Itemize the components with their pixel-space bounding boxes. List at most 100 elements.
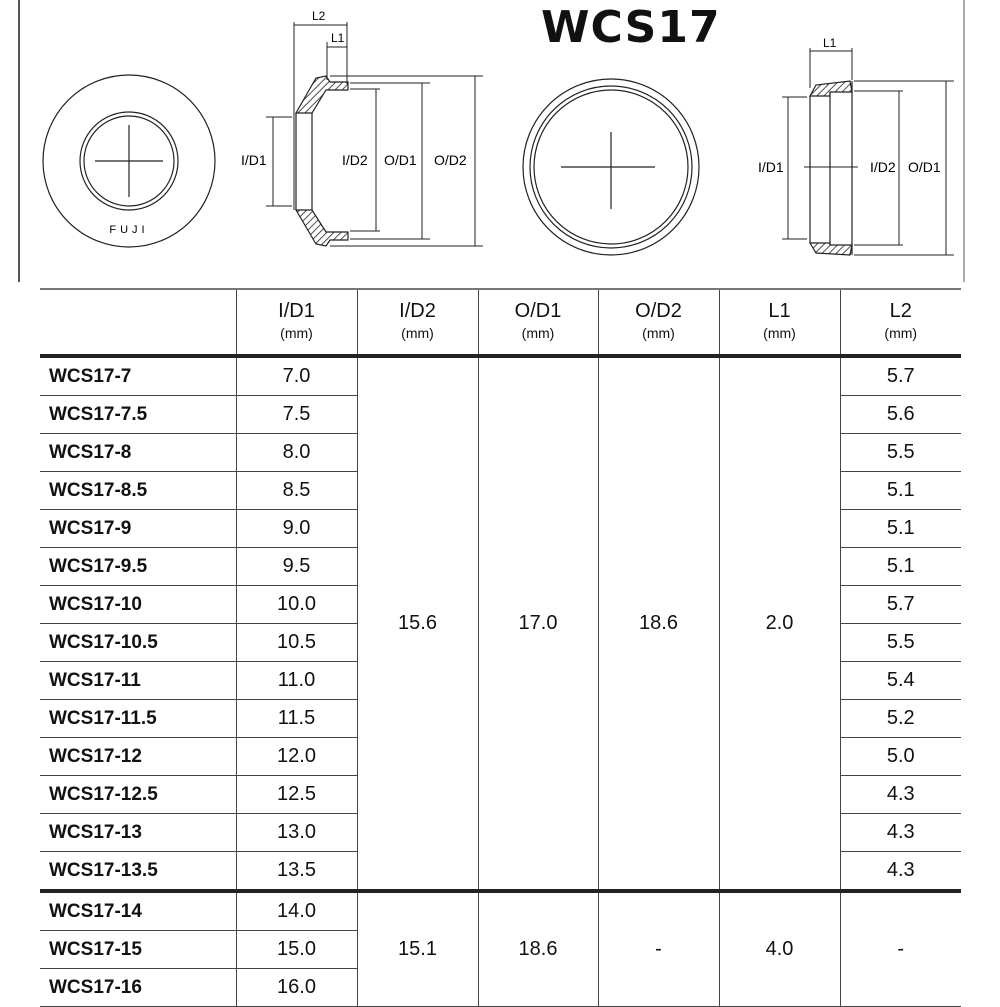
l2-cell: 5.4 xyxy=(839,661,961,700)
l2-cell: - xyxy=(839,889,961,1007)
label-od1: O/D1 xyxy=(384,152,417,168)
id1-cell: 7.5 xyxy=(235,395,358,434)
label-id1: I/D1 xyxy=(241,152,267,168)
column-header xyxy=(40,288,237,358)
table-row: WCS17-8.5 8.5 5.1 xyxy=(40,471,961,510)
label-id2-right: I/D2 xyxy=(870,159,896,175)
id1-cell: 11.0 xyxy=(235,661,358,700)
model-cell: WCS17-8.5 xyxy=(40,471,237,510)
model-cell: WCS17-9.5 xyxy=(40,547,237,586)
frame-right-border xyxy=(963,0,965,282)
model-cell: WCS17-11 xyxy=(40,661,237,700)
table-row: WCS17-11.5 11.5 5.2 xyxy=(40,699,961,738)
column-header: I/D2 (mm) xyxy=(356,288,479,358)
label-id1-right: I/D1 xyxy=(758,159,784,175)
column-header-label: O/D1 xyxy=(514,300,562,322)
front-view-plain xyxy=(522,78,700,256)
id1-cell: 11.5 xyxy=(235,699,358,738)
id1-cell: 12.5 xyxy=(235,775,358,814)
id1-cell: 16.0 xyxy=(235,968,357,1007)
id1-cell: 9.5 xyxy=(235,547,358,586)
column-header-label: L2 xyxy=(889,300,912,322)
id2-cell: 15.1 xyxy=(356,889,479,1007)
label-l2: L2 xyxy=(312,9,326,23)
column-header: L1 (mm) xyxy=(718,288,841,358)
l2-cell: 5.7 xyxy=(839,355,961,396)
l2-cell: 4.3 xyxy=(839,851,961,892)
table-row: WCS17-15 15.0 xyxy=(40,930,961,969)
column-header-unit: (mm) xyxy=(642,325,675,341)
front-view-flanged xyxy=(42,74,216,248)
table-row: WCS17-9.5 9.5 5.1 xyxy=(40,547,961,586)
model-cell: WCS17-13.5 xyxy=(40,851,237,892)
l2-cell: 5.5 xyxy=(839,433,961,472)
table-row: WCS17-9 9.0 5.1 xyxy=(40,509,961,548)
model-cell: WCS17-10.5 xyxy=(40,623,237,662)
column-header-unit: (mm) xyxy=(884,325,918,341)
id1-cell: 12.0 xyxy=(235,737,358,776)
column-header-unit: (mm) xyxy=(763,325,796,341)
l2-cell: 5.1 xyxy=(839,509,961,548)
l1-cell: 2.0 xyxy=(718,355,841,892)
model-cell: WCS17-12.5 xyxy=(40,775,237,814)
column-header-unit: (mm) xyxy=(401,325,434,341)
model-cell: WCS17-7 xyxy=(40,355,237,396)
model-cell: WCS17-9 xyxy=(40,509,237,548)
id1-cell: 13.0 xyxy=(235,813,358,852)
id1-cell: 7.0 xyxy=(235,355,358,396)
l2-cell: 5.0 xyxy=(839,737,961,776)
od2-cell: 18.6 xyxy=(597,355,720,892)
fuji-label: FUJI xyxy=(109,224,148,236)
column-header: I/D1 (mm) xyxy=(235,288,358,358)
id1-cell: 8.5 xyxy=(235,471,358,510)
table-row: WCS17-12.5 12.5 4.3 xyxy=(40,775,961,814)
l2-cell: 5.5 xyxy=(839,623,961,662)
table-row: WCS17-13 13.0 4.3 xyxy=(40,813,961,852)
od2-cell: - xyxy=(597,889,720,1007)
table-row: WCS17-10 10.0 5.7 xyxy=(40,585,961,624)
column-header-label: I/D2 xyxy=(399,300,436,322)
od1-cell: 17.0 xyxy=(477,355,599,892)
l2-cell: 5.7 xyxy=(839,585,961,624)
id1-cell: 15.0 xyxy=(235,930,357,969)
id1-cell: 10.0 xyxy=(235,585,358,624)
section-view-plain xyxy=(782,48,954,256)
l2-cell: 5.1 xyxy=(839,547,961,586)
table-row: WCS17-13.5 13.5 4.3 xyxy=(40,851,961,892)
model-cell: WCS17-14 xyxy=(40,889,237,931)
l2-cell: 5.2 xyxy=(839,699,961,738)
model-cell: WCS17-8 xyxy=(40,433,237,472)
label-od2: O/D2 xyxy=(434,152,467,168)
table-row: WCS17-7.5 7.5 5.6 xyxy=(40,395,961,434)
table-header-row: I/D1 (mm) I/D2 (mm) O/D1 (mm) O/D2 (mm) L1 (mm) L2… xyxy=(40,288,961,358)
od1-cell: 18.6 xyxy=(477,889,599,1007)
frame-left-border xyxy=(18,0,20,282)
model-cell: WCS17-7.5 xyxy=(40,395,237,434)
l2-cell: 4.3 xyxy=(839,813,961,852)
label-l1-right: L1 xyxy=(823,36,837,50)
model-cell: WCS17-10 xyxy=(40,585,237,624)
technical-drawing: FUJI L2 L1 I/D1 I/D2 O/D1 O/D2 xyxy=(42,9,954,256)
page-title: WCS17 xyxy=(541,2,721,53)
label-id2: I/D2 xyxy=(342,152,368,168)
column-header-unit: (mm) xyxy=(521,325,555,341)
label-od1-right: O/D1 xyxy=(908,159,941,175)
id1-cell: 10.5 xyxy=(235,623,358,662)
model-cell: WCS17-16 xyxy=(40,968,237,1007)
model-cell: WCS17-15 xyxy=(40,930,237,969)
l2-cell: 4.3 xyxy=(839,775,961,814)
l1-cell: 4.0 xyxy=(718,889,841,1007)
column-header-label: O/D2 xyxy=(635,300,682,322)
table-row: WCS17-14 14.0 15.1 18.6-4.0- xyxy=(40,889,961,1007)
id1-cell: 14.0 xyxy=(235,889,358,931)
column-header-label: L1 xyxy=(768,300,791,322)
l2-cell: 5.1 xyxy=(839,471,961,510)
table-row: WCS17-7 7.0 15.6 17.0 18.6 2.0 5.7 xyxy=(40,355,961,892)
id1-cell: 8.0 xyxy=(235,433,358,472)
table-row: WCS17-10.5 10.5 5.5 xyxy=(40,623,961,662)
l2-cell: 5.6 xyxy=(839,395,961,434)
column-header-unit: (mm) xyxy=(280,325,313,341)
table-row: WCS17-11 11.0 5.4 xyxy=(40,661,961,700)
id1-cell: 9.0 xyxy=(235,509,358,548)
id1-cell: 13.5 xyxy=(235,851,358,892)
